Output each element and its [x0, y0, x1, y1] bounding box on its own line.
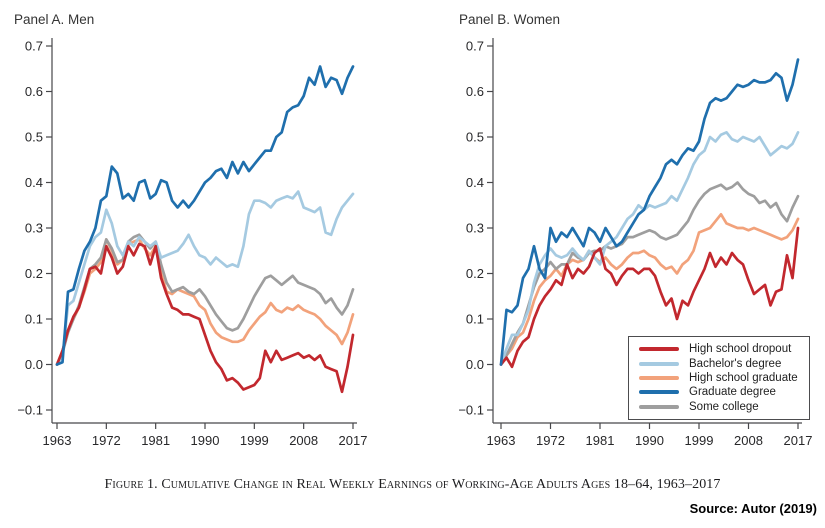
- legend-item: High school dropout: [639, 343, 799, 355]
- y-tick-label: 0.0: [466, 357, 484, 372]
- panel-a-title: Panel A. Men: [14, 12, 95, 27]
- figure-caption: Figure 1. Cumulative Change in Real Week…: [104, 477, 721, 492]
- y-tick-label: 0.1: [25, 312, 43, 327]
- y-tick-label: 0.2: [466, 266, 484, 281]
- legend-swatch-graduate: [639, 390, 679, 395]
- y-tick-label: 0.4: [466, 175, 484, 190]
- panel-b-title: Panel B. Women: [459, 12, 561, 27]
- y-tick-label: 0.0: [25, 357, 43, 372]
- y-tick-label: −0.1: [17, 403, 43, 418]
- y-tick-label: 0.6: [25, 84, 43, 99]
- legend-swatch-bachelors: [639, 361, 679, 366]
- legend-label: High school dropout: [689, 343, 792, 356]
- series-line-hs_graduate: [499, 212, 800, 366]
- y-tick-label: 0.3: [25, 221, 43, 236]
- legend: High school dropout Bachelor's degree High…: [628, 336, 810, 420]
- x-tick-label: 1972: [92, 433, 121, 448]
- x-tick-label: 1963: [43, 433, 72, 448]
- x-tick-label: 1963: [487, 433, 516, 448]
- x-tick-label: 1990: [191, 433, 220, 448]
- panel-a-chart: −0.1 0.0 0.1 0.2 0.3 0.4 0.5 0.6 0.7 1963 1972 1981…: [17, 38, 368, 448]
- x-tick-label: 2008: [734, 433, 763, 448]
- legend-label: Some college: [689, 400, 759, 413]
- series-line-bachelors: [499, 131, 800, 366]
- y-tick-label: 0.6: [466, 84, 484, 99]
- series-line-graduate: [55, 65, 355, 366]
- legend-label: High school graduate: [689, 371, 798, 384]
- series-line-some_college: [499, 181, 800, 366]
- series-line-hs_dropout: [499, 226, 800, 369]
- x-tick-label: 2008: [289, 433, 318, 448]
- series-line-bachelors: [55, 190, 355, 366]
- x-tick-label: 1981: [586, 433, 615, 448]
- legend-label: Bachelor's degree: [689, 357, 782, 370]
- y-tick-label: 0.7: [466, 39, 484, 54]
- y-tick-label: 0.7: [25, 39, 43, 54]
- x-tick-label: 1999: [685, 433, 714, 448]
- series-line-graduate: [499, 58, 800, 366]
- legend-swatch-hs_dropout: [639, 347, 679, 352]
- legend-item: Graduate degree: [639, 386, 799, 398]
- series-line-hs_dropout: [55, 242, 355, 394]
- y-tick-label: 0.2: [25, 266, 43, 281]
- y-tick-label: −0.1: [458, 403, 484, 418]
- x-tick-label: 2017: [784, 433, 813, 448]
- source-note: Source: Autor (2019): [689, 501, 817, 516]
- x-tick-label: 1981: [141, 433, 170, 448]
- x-tick-label: 2017: [339, 433, 368, 448]
- legend-item: Bachelor's degree: [639, 358, 799, 370]
- y-tick-label: 0.4: [25, 175, 43, 190]
- x-tick-label: 1999: [240, 433, 269, 448]
- series-line-some_college: [55, 233, 355, 366]
- legend-item: Some college: [639, 401, 799, 413]
- x-tick-label: 1990: [635, 433, 664, 448]
- y-tick-label: 0.5: [466, 130, 484, 145]
- legend-label: Graduate degree: [689, 386, 776, 399]
- y-tick-label: 0.3: [466, 221, 484, 236]
- legend-swatch-some_college: [639, 404, 679, 409]
- legend-item: High school graduate: [639, 372, 799, 384]
- y-tick-label: 0.1: [466, 312, 484, 327]
- x-tick-label: 1972: [536, 433, 565, 448]
- legend-swatch-hs_graduate: [639, 375, 679, 380]
- y-tick-label: 0.5: [25, 130, 43, 145]
- panel-b-chart: −0.1 0.0 0.1 0.2 0.3 0.4 0.5 0.6 0.7 1963 1972 1981…: [458, 38, 813, 448]
